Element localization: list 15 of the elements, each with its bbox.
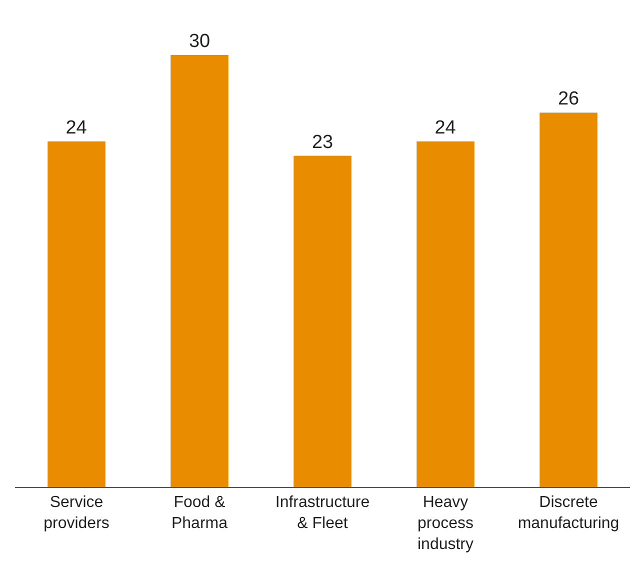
bar [416, 141, 474, 487]
data-label: 24 [434, 117, 456, 138]
bar [294, 156, 352, 487]
bar [48, 141, 106, 487]
x-tick-label: Service providers [44, 494, 110, 532]
bar [170, 55, 228, 487]
x-tick-label: Infrastructure & Fleet [275, 494, 370, 532]
data-label: 23 [312, 132, 334, 153]
data-label: 24 [66, 117, 88, 138]
data-label: 30 [188, 31, 210, 52]
bar [540, 112, 598, 487]
x-tick-label: Discrete manufacturing [518, 494, 620, 532]
data-label: 26 [558, 88, 580, 110]
x-tick-label: Food & Pharma [171, 494, 228, 532]
x-tick-label: Heavy process industry [417, 494, 474, 553]
